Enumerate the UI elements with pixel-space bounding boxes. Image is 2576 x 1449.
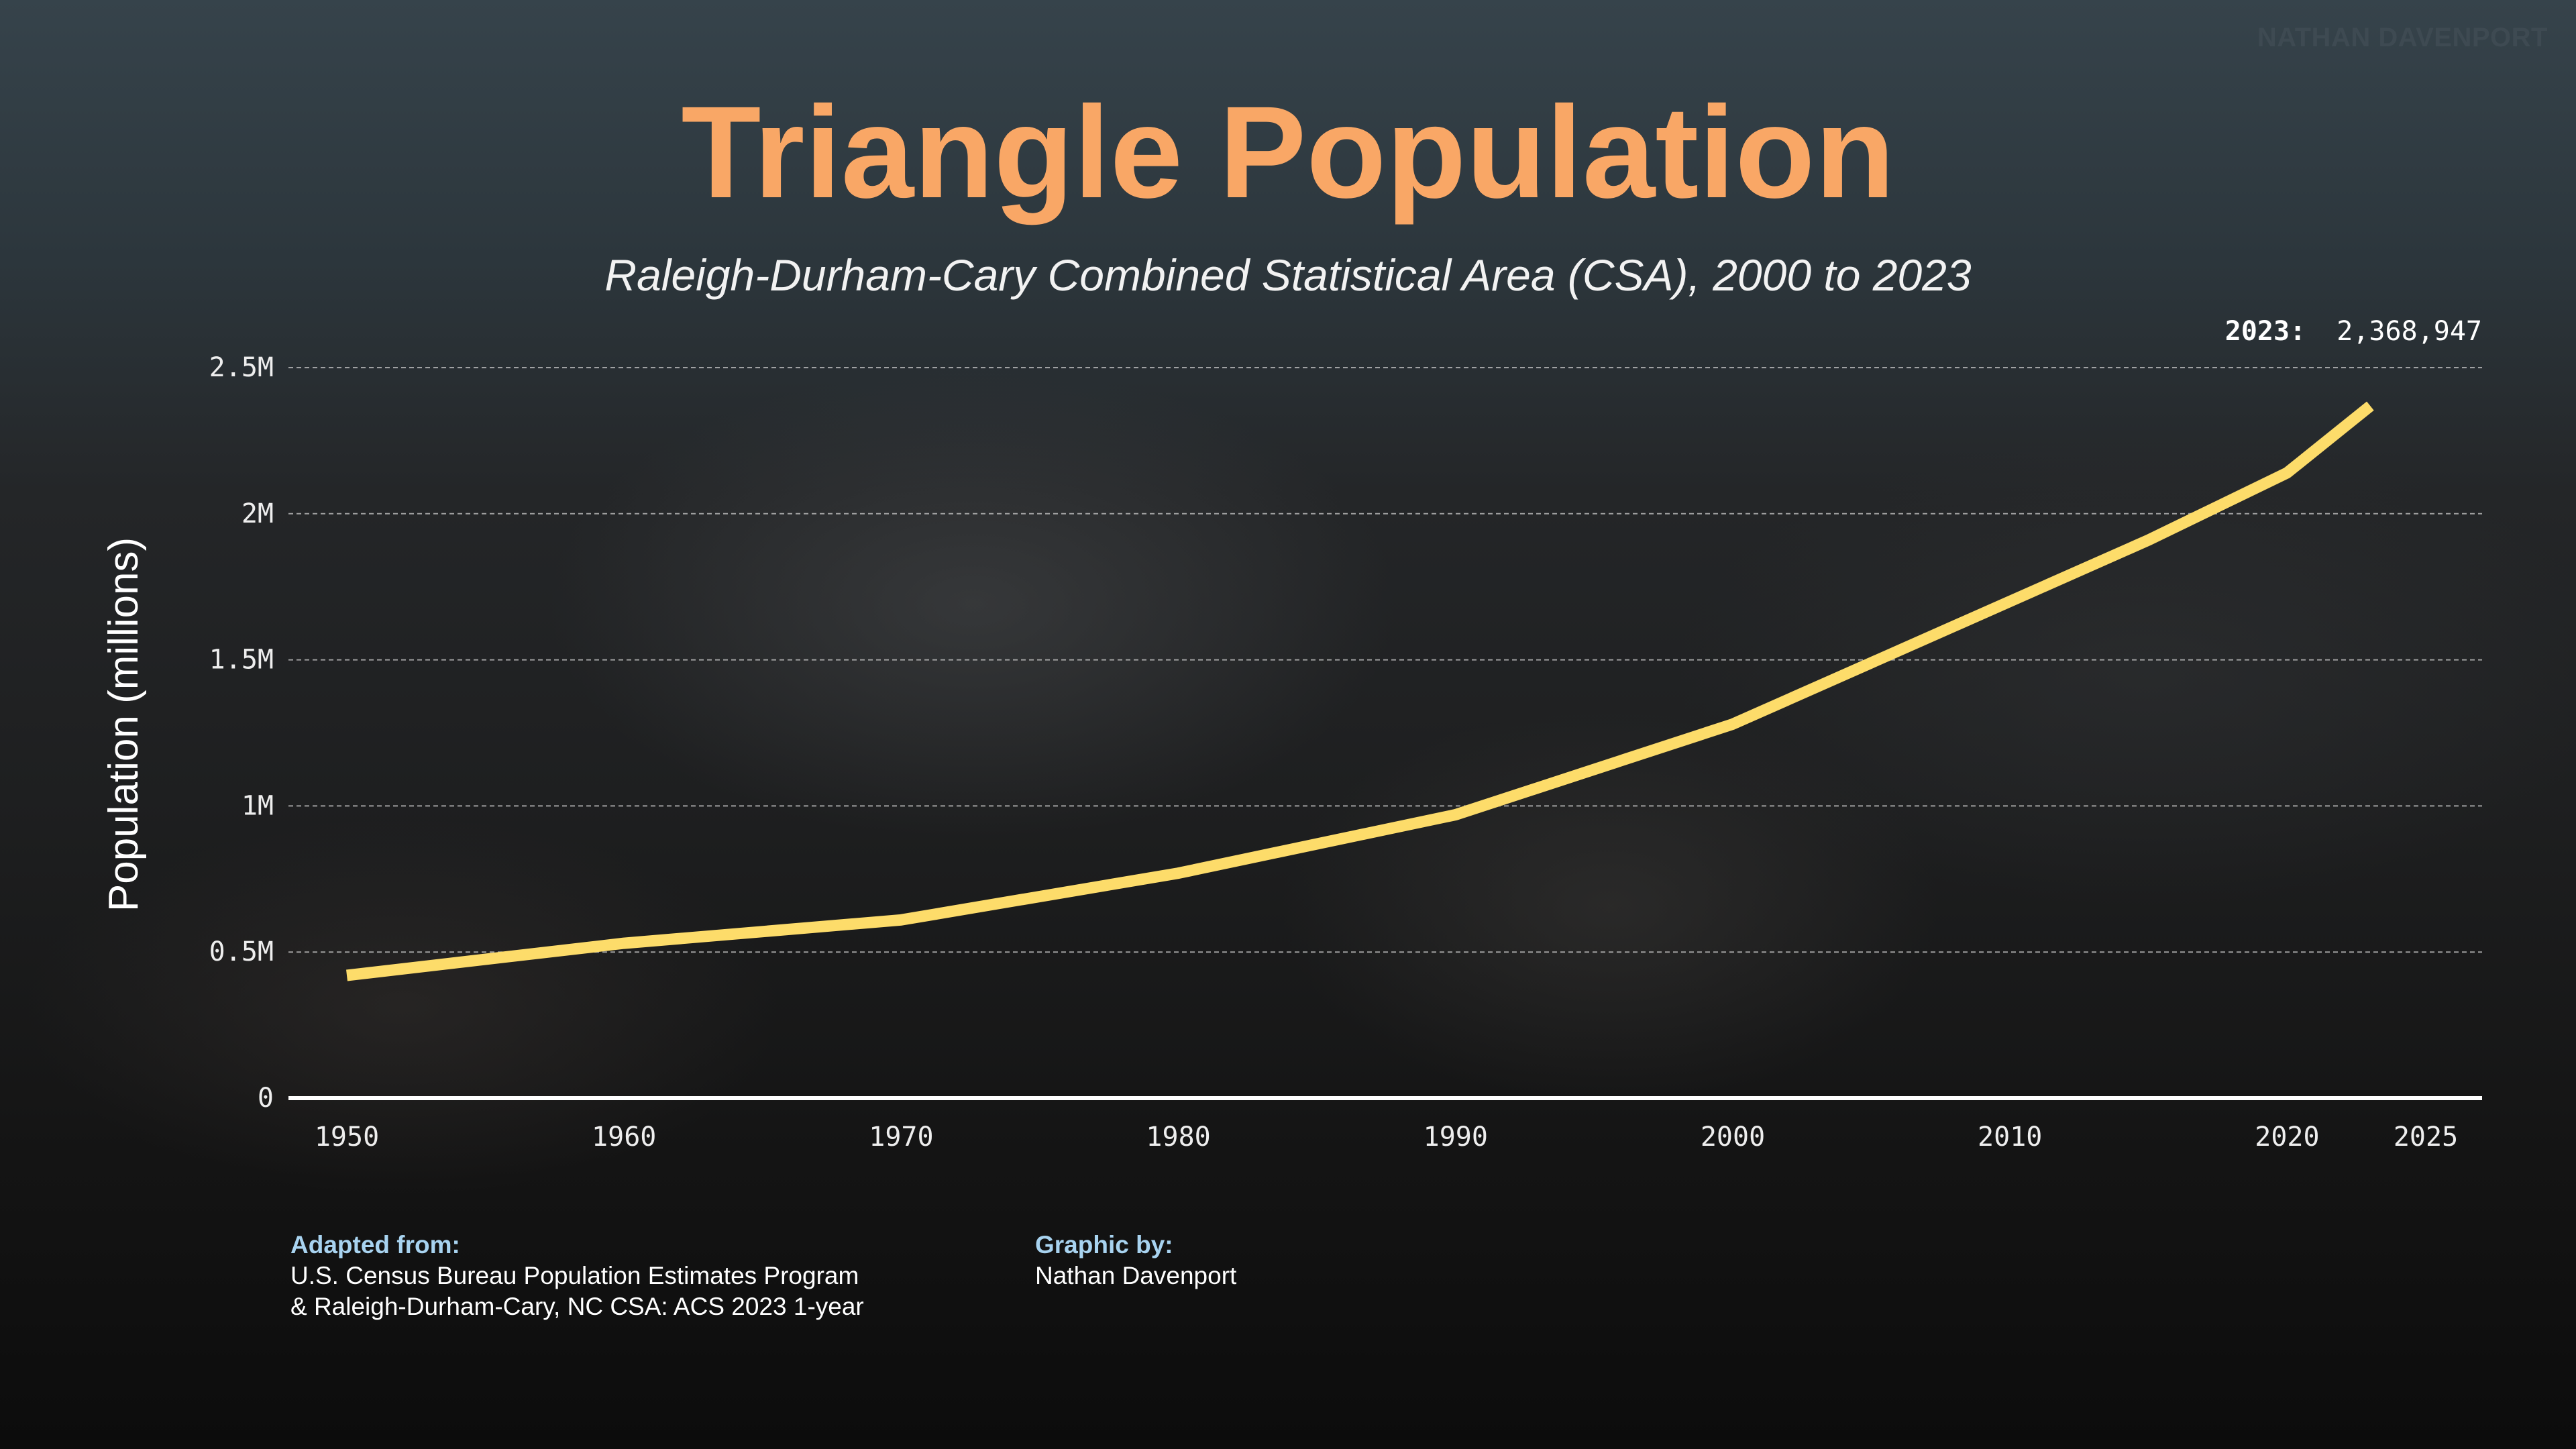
y-tick-labels: 0 0.5M 1M 1.5M 2M 2.5M	[209, 352, 274, 1114]
chart-title: Triangle Population	[681, 79, 1895, 225]
x-tick-label: 2010	[1978, 1122, 2042, 1152]
x-tick-label: 1950	[315, 1122, 379, 1152]
credit-heading: Graphic by:	[1035, 1231, 1173, 1258]
y-tick-label: 2M	[241, 498, 274, 529]
graphic-credit: Graphic by: Nathan Davenport	[1035, 1230, 1236, 1291]
y-tick-label: 2.5M	[209, 352, 274, 383]
annotation-value: 2,368,947	[2337, 316, 2482, 347]
watermark: NATHAN DAVENPORT	[2257, 23, 2548, 52]
x-tick-label: 1980	[1146, 1122, 1210, 1152]
chart-subtitle: Raleigh-Durham-Cary Combined Statistical…	[604, 250, 1972, 300]
x-tick-label: 2000	[1701, 1122, 1765, 1152]
credit-name: Nathan Davenport	[1035, 1262, 1237, 1289]
y-tick-label: 0	[258, 1083, 274, 1114]
x-tick-labels: 1950 1960 1970 1980 1990 2000 2010 2020 2025	[315, 1122, 2458, 1152]
y-axis-label: Population (millions)	[101, 537, 147, 912]
y-tick-label: 0.5M	[209, 936, 274, 967]
gridlines	[288, 367, 2482, 953]
series-group	[346, 401, 2374, 981]
source-line-2: & Raleigh-Durham-Cary, NC CSA: ACS 2023 …	[290, 1293, 864, 1320]
x-tick-label: 1960	[592, 1122, 656, 1152]
x-tick-label: 2020	[2255, 1122, 2319, 1152]
series-line	[346, 401, 2374, 981]
source-credit: Adapted from: U.S. Census Bureau Populat…	[290, 1230, 864, 1322]
annotation-year: 2023:	[2225, 316, 2306, 347]
y-tick-label: 1.5M	[209, 645, 274, 676]
y-tick-label: 1M	[241, 790, 274, 821]
final-value-annotation: 2023: 2,368,947	[2225, 316, 2482, 347]
source-line-1: U.S. Census Bureau Population Estimates …	[290, 1262, 859, 1289]
x-tick-label: 1970	[869, 1122, 933, 1152]
x-tick-label: 2025	[2394, 1122, 2458, 1152]
source-heading: Adapted from:	[290, 1231, 460, 1258]
x-tick-label: 1990	[1424, 1122, 1488, 1152]
